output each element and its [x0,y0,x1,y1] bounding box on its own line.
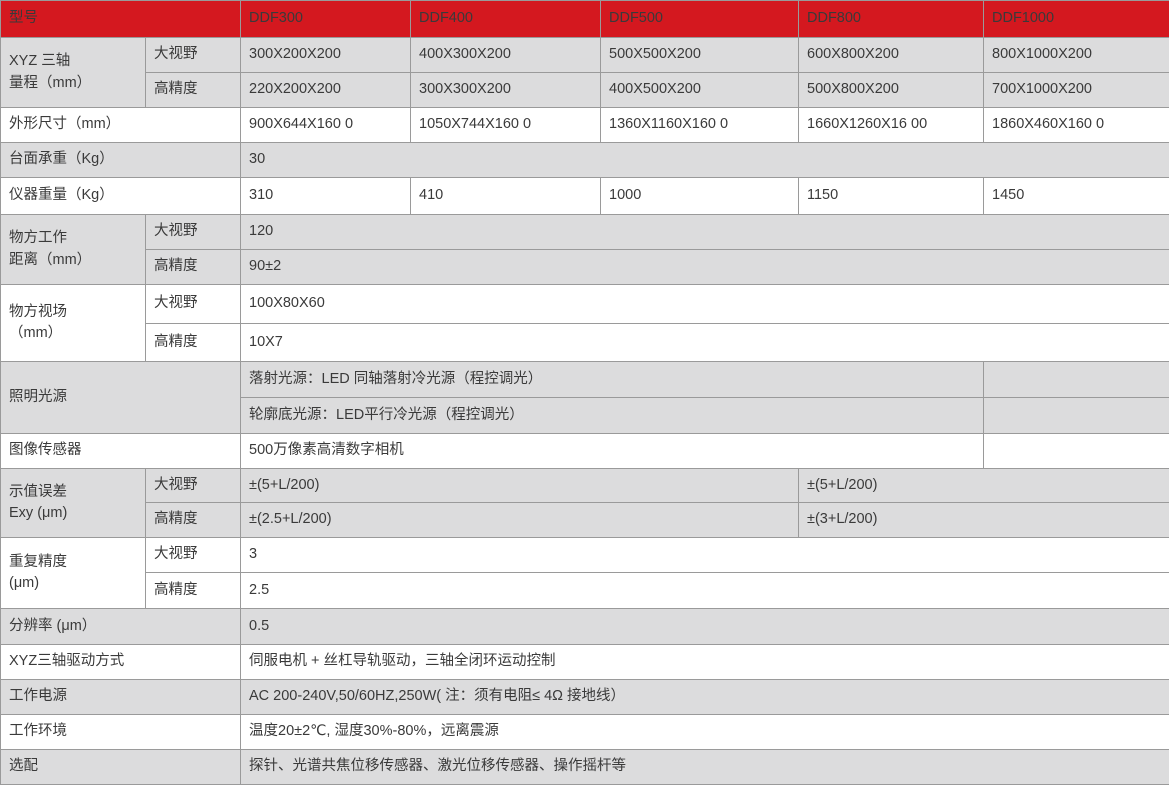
label-instrument-weight: 仪器重量（Kg） [0,177,241,215]
cell-xyz-precise-ddf800: 500X800X200 [798,72,984,108]
cell-repeatability-precise: 2.5 [240,572,1169,609]
row-field-of-view-wide: 物方视场 （mm） 大视野 100X80X60 [0,284,1169,362]
sublabel-fov-wide-field: 大视野 [145,284,241,324]
label-environment: 工作环境 [0,714,241,750]
sublabel-rep-wide-field: 大视野 [145,537,241,573]
cell-xyz-precise-ddf400: 300X300X200 [410,72,601,108]
cell-illumination-backlight-blank [983,397,1169,434]
cell-xyz-wide-ddf300: 300X200X200 [240,37,411,73]
sublabel-err-high-precision: 高精度 [145,502,241,538]
cell-drive-mode-value: 伺服电机 + 丝杠导轨驱动，三轴全闭环运动控制 [240,644,1169,680]
cell-environment-value: 温度20±2℃, 湿度30%-80%，远离震源 [240,714,1169,750]
specification-table: 型号 DDF300 DDF400 DDF500 DDF800 DDF1000 X… [0,0,1169,785]
row-dimensions: 外形尺寸（mm） 900X644X160 0 1050X744X160 0 13… [0,107,1169,143]
label-working-distance: 物方工作 距离（mm） [0,214,146,285]
header-label-model: 型号 [0,0,241,38]
row-resolution: 分辨率 (μm） 0.5 [0,608,1169,645]
cell-weight-ddf800: 1150 [798,177,984,215]
cell-indication-error-wide-right: ±(5+L/200) [798,468,1169,503]
label-illumination: 照明光源 [0,361,241,434]
sublabel-fov-high-precision: 高精度 [145,323,241,362]
header-model-ddf500: DDF500 [600,0,799,38]
row-environment: 工作环境 温度20±2℃, 湿度30%-80%，远离震源 [0,714,1169,750]
cell-illumination-backlight: 轮廓底光源：LED平行冷光源（程控调光） [240,397,984,434]
sublabel-wd-high-precision: 高精度 [145,249,241,285]
row-indication-error-wide: 示值误差 Exy (μm) 大视野 ±(5+L/200) ±(5+L/200) [0,468,1169,538]
cell-resolution-value: 0.5 [240,608,1169,645]
label-image-sensor: 图像传感器 [0,433,241,469]
cell-dimensions-ddf1000: 1860X460X160 0 [983,107,1169,143]
cell-repeatability-wide: 3 [240,537,1169,573]
row-xyz-range-wide: XYZ 三轴 量程（mm） 大视野 300X200X200 400X300X20… [0,37,1169,108]
cell-weight-ddf1000: 1450 [983,177,1169,215]
cell-field-of-view-precise: 10X7 [240,323,1169,362]
cell-working-distance-wide: 120 [240,214,1169,250]
cell-weight-ddf500: 1000 [600,177,799,215]
cell-illumination-epi: 落射光源：LED 同轴落射冷光源（程控调光） [240,361,984,398]
label-power-supply: 工作电源 [0,679,241,715]
row-table-load: 台面承重（Kg） 30 [0,142,1169,178]
label-xyz-range: XYZ 三轴 量程（mm） [0,37,146,108]
cell-dimensions-ddf400: 1050X744X160 0 [410,107,601,143]
cell-dimensions-ddf500: 1360X1160X160 0 [600,107,799,143]
cell-xyz-precise-ddf1000: 700X1000X200 [983,72,1169,108]
cell-dimensions-ddf800: 1660X1260X16 00 [798,107,984,143]
cell-xyz-wide-ddf800: 600X800X200 [798,37,984,73]
row-drive-mode: XYZ三轴驱动方式 伺服电机 + 丝杠导轨驱动，三轴全闭环运动控制 [0,644,1169,680]
row-power-supply: 工作电源 AC 200-240V,50/60HZ,250W( 注：须有电阻≤ 4… [0,679,1169,715]
sublabel-wide-field: 大视野 [145,37,241,73]
sublabel-high-precision: 高精度 [145,72,241,108]
cell-indication-error-precise-right: ±(3+L/200) [798,502,1169,538]
row-repeatability-precise: 高精度 2.5 [1,572,1169,609]
header-model-ddf1000: DDF1000 [983,0,1169,38]
label-options: 选配 [0,749,241,785]
cell-weight-ddf300: 310 [240,177,411,215]
cell-field-of-view-wide: 100X80X60 [240,284,1169,324]
table-header-row: 型号 DDF300 DDF400 DDF500 DDF800 DDF1000 [0,0,1169,38]
row-illumination-line1: 照明光源 落射光源：LED 同轴落射冷光源（程控调光） [0,361,1169,434]
cell-weight-ddf400: 410 [410,177,601,215]
cell-image-sensor-value: 500万像素高清数字相机 [240,433,984,469]
row-indication-error-precise: 高精度 ±(2.5+L/200) ±(3+L/200) [1,502,1169,538]
row-instrument-weight: 仪器重量（Kg） 310 410 1000 1150 1450 [0,177,1169,215]
header-model-ddf400: DDF400 [410,0,601,38]
sublabel-wd-wide-field: 大视野 [145,214,241,250]
cell-illumination-epi-blank [983,361,1169,398]
label-drive-mode: XYZ三轴驱动方式 [0,644,241,680]
cell-xyz-wide-ddf400: 400X300X200 [410,37,601,73]
cell-xyz-wide-ddf500: 500X500X200 [600,37,799,73]
cell-xyz-wide-ddf1000: 800X1000X200 [983,37,1169,73]
header-model-ddf300: DDF300 [240,0,411,38]
row-illumination-line2: 轮廓底光源：LED平行冷光源（程控调光） [1,397,1169,434]
row-field-of-view-precise: 高精度 10X7 [1,323,1169,362]
label-field-of-view: 物方视场 （mm） [0,284,146,362]
cell-xyz-precise-ddf500: 400X500X200 [600,72,799,108]
row-repeatability-wide: 重复精度 (μm) 大视野 3 [0,537,1169,609]
header-model-ddf800: DDF800 [798,0,984,38]
row-image-sensor: 图像传感器 500万像素高清数字相机 [0,433,1169,469]
sublabel-err-wide-field: 大视野 [145,468,241,503]
cell-image-sensor-blank [983,433,1169,469]
sublabel-rep-high-precision: 高精度 [145,572,241,609]
cell-table-load-value: 30 [240,142,1169,178]
label-indication-error: 示值误差 Exy (μm) [0,468,146,538]
cell-xyz-precise-ddf300: 220X200X200 [240,72,411,108]
label-table-load: 台面承重（Kg） [0,142,241,178]
label-resolution: 分辨率 (μm） [0,608,241,645]
cell-power-supply-value: AC 200-240V,50/60HZ,250W( 注：须有电阻≤ 4Ω 接地线… [240,679,1169,715]
row-options: 选配 探针、光谱共焦位移传感器、激光位移传感器、操作摇杆等 [0,749,1169,785]
row-working-distance-wide: 物方工作 距离（mm） 大视野 120 [0,214,1169,285]
cell-dimensions-ddf300: 900X644X160 0 [240,107,411,143]
cell-options-value: 探针、光谱共焦位移传感器、激光位移传感器、操作摇杆等 [240,749,1169,785]
row-working-distance-precise: 高精度 90±2 [1,249,1169,285]
row-xyz-range-precise: 高精度 220X200X200 300X300X200 400X500X200 … [1,72,1169,108]
cell-indication-error-wide-left: ±(5+L/200) [240,468,799,503]
cell-working-distance-precise: 90±2 [240,249,1169,285]
label-repeatability: 重复精度 (μm) [0,537,146,609]
label-dimensions: 外形尺寸（mm） [0,107,241,143]
cell-indication-error-precise-left: ±(2.5+L/200) [240,502,799,538]
